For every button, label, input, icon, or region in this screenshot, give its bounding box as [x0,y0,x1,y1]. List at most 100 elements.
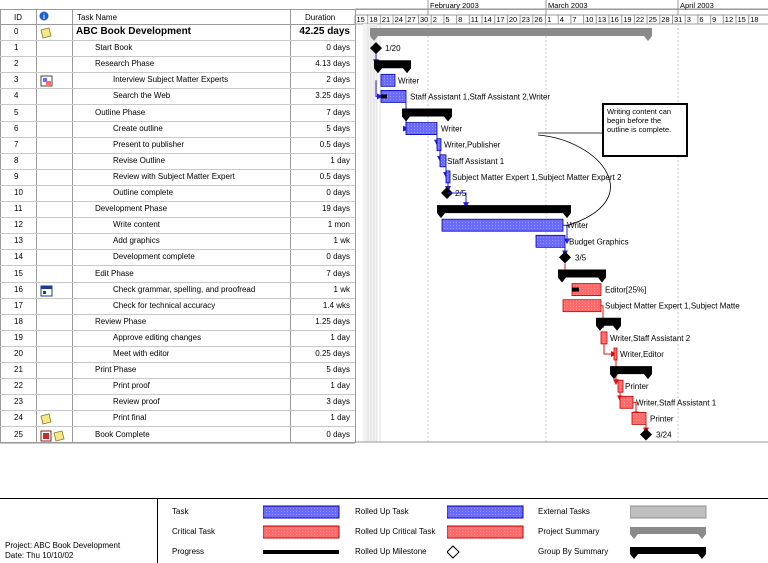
gantt-resource-label: Writer [398,76,420,85]
table-row[interactable]: 9 Review with Subject Matter Expert 0.5 da… [0,169,355,185]
task-duration: 1 wk [333,236,350,246]
row-divider [0,136,355,138]
day-label: 5 [445,15,449,24]
legend-label: Critical Task [172,527,215,536]
project-summary-legend-swatch [630,525,710,539]
footer-project: Project: ABC Book Development [5,541,121,550]
table-row[interactable]: 23 Review proof 3 days [0,394,355,410]
task-duration: 1 day [330,332,350,342]
table-row[interactable]: 3 Interview Subject Matter Experts 2 days [0,72,355,88]
table-row[interactable]: 1 Start Book 0 days [0,40,355,56]
day-label: 18 [369,15,377,24]
task-name: Print final [113,413,147,423]
task-name: Print proof [113,381,150,391]
task-id: 0 [14,27,19,36]
note-connector-arc [537,134,611,227]
task-duration: 1.4 wks [322,300,350,310]
table-row[interactable]: 0 ABC Book Development 42.25 days [0,24,355,40]
task-duration: 19 days [321,204,350,214]
table-row[interactable]: 6 Create outline 5 days [0,121,355,137]
day-label: 14 [484,15,492,24]
task-id: 25 [14,429,23,439]
task-id: 24 [14,413,23,423]
table-row[interactable]: 24 Print final 1 day [0,410,355,426]
task-duration: 3 days [326,397,350,407]
table-row[interactable]: 11 Development Phase 19 days [0,201,355,217]
table-row[interactable]: 16 Check grammar, spelling, and proofread… [0,282,355,298]
gantt-resource-label: Writer [567,221,589,230]
legend-label: External Tasks [538,507,590,516]
task-id: 1 [14,43,19,53]
table-row[interactable]: 18 Review Phase 1.25 days [0,314,355,330]
row-divider [0,345,355,347]
duration-header[interactable]: Duration [305,13,336,22]
task-duration: 1 day [330,155,350,165]
day-label: 15 [738,15,746,24]
table-row[interactable]: 17 Check for technical accuracy 1.4 wks [0,298,355,314]
day-label: 9 [712,15,716,24]
day-label: 15 [357,15,365,24]
summary-bar [437,205,571,219]
footer-divider-vertical [157,498,158,563]
row-divider [0,88,355,90]
task-name: Edit Phase [95,268,134,278]
task-duration: 1 wk [333,284,350,294]
row-divider [0,104,355,106]
day-label: 12 [725,15,733,24]
day-label: 19 [623,15,631,24]
day-label: 30 [420,15,428,24]
task-id: 5 [14,107,19,117]
task-id: 23 [14,397,23,407]
row-divider [0,56,355,58]
task-duration: 3.25 days [315,91,350,101]
task-id: 15 [14,268,23,278]
table-row[interactable]: 21 Print Phase 5 days [0,362,355,378]
task-name-header[interactable]: Task Name [77,13,118,22]
footer-date: Date: Thu 10/10/02 [5,551,74,560]
id-header[interactable]: ID [14,13,22,22]
table-row[interactable]: 19 Approve editing changes 1 day [0,330,355,346]
day-label: 26 [534,15,542,24]
task-duration: 7 days [326,107,350,117]
table-row[interactable]: 13 Add graphics 1 wk [0,233,355,249]
task-id: 8 [14,155,19,165]
table-row[interactable]: 10 Outline complete 0 days [0,185,355,201]
legend-label: Group By Summary [538,547,609,556]
row-divider [0,362,355,363]
critical-legend-swatch [262,525,343,539]
day-label: 7 [572,15,576,24]
table-row[interactable]: 5 Outline Phase 7 days [0,105,355,121]
day-label: 31 [674,15,682,24]
day-label: 16 [611,15,619,24]
day-label: 3 [687,15,691,24]
info-icon[interactable]: i [39,11,49,24]
row-divider [0,120,355,122]
table-row[interactable]: 12 Write content 1 mon [0,217,355,233]
day-label: 22 [636,15,644,24]
table-row[interactable]: 2 Research Phase 4.13 days [0,56,355,72]
table-row[interactable]: 15 Edit Phase 7 days [0,266,355,282]
dependency-link [375,80,383,100]
task-id: 20 [14,349,23,358]
table-row[interactable]: 4 Search the Web 3.25 days [0,88,355,104]
task-duration: 1 day [330,381,350,391]
table-row[interactable]: 25 Book Complete 0 days [0,427,355,443]
nonworking-shade [363,24,377,442]
table-row[interactable]: 8 Revise Outline 1 day [0,153,355,169]
table-row[interactable]: 7 Present to publisher 0.5 days [0,137,355,153]
name-col-sep [290,9,291,443]
legend-label: Rolled Up Critical Task [355,527,436,536]
task-name: Check grammar, spelling, and proofread [113,284,256,294]
gantt-resource-label: Writer,Staff Assistant 1 [636,398,717,407]
table-row[interactable]: 22 Print proof 1 day [0,378,355,394]
task-id: 7 [14,139,19,149]
task-bar [439,154,447,168]
task-id: 18 [14,316,23,326]
note-text: Writing content can begin before the out… [607,107,672,134]
external-legend-swatch [629,505,710,519]
gantt-resource-label: Subject Matter Expert 1,Subject Matte [605,302,740,311]
table-row[interactable]: 20 Meet with editor 0.25 days [0,346,355,362]
table-row[interactable]: 14 Development complete 0 days [0,249,355,265]
summary-bar [402,108,452,122]
